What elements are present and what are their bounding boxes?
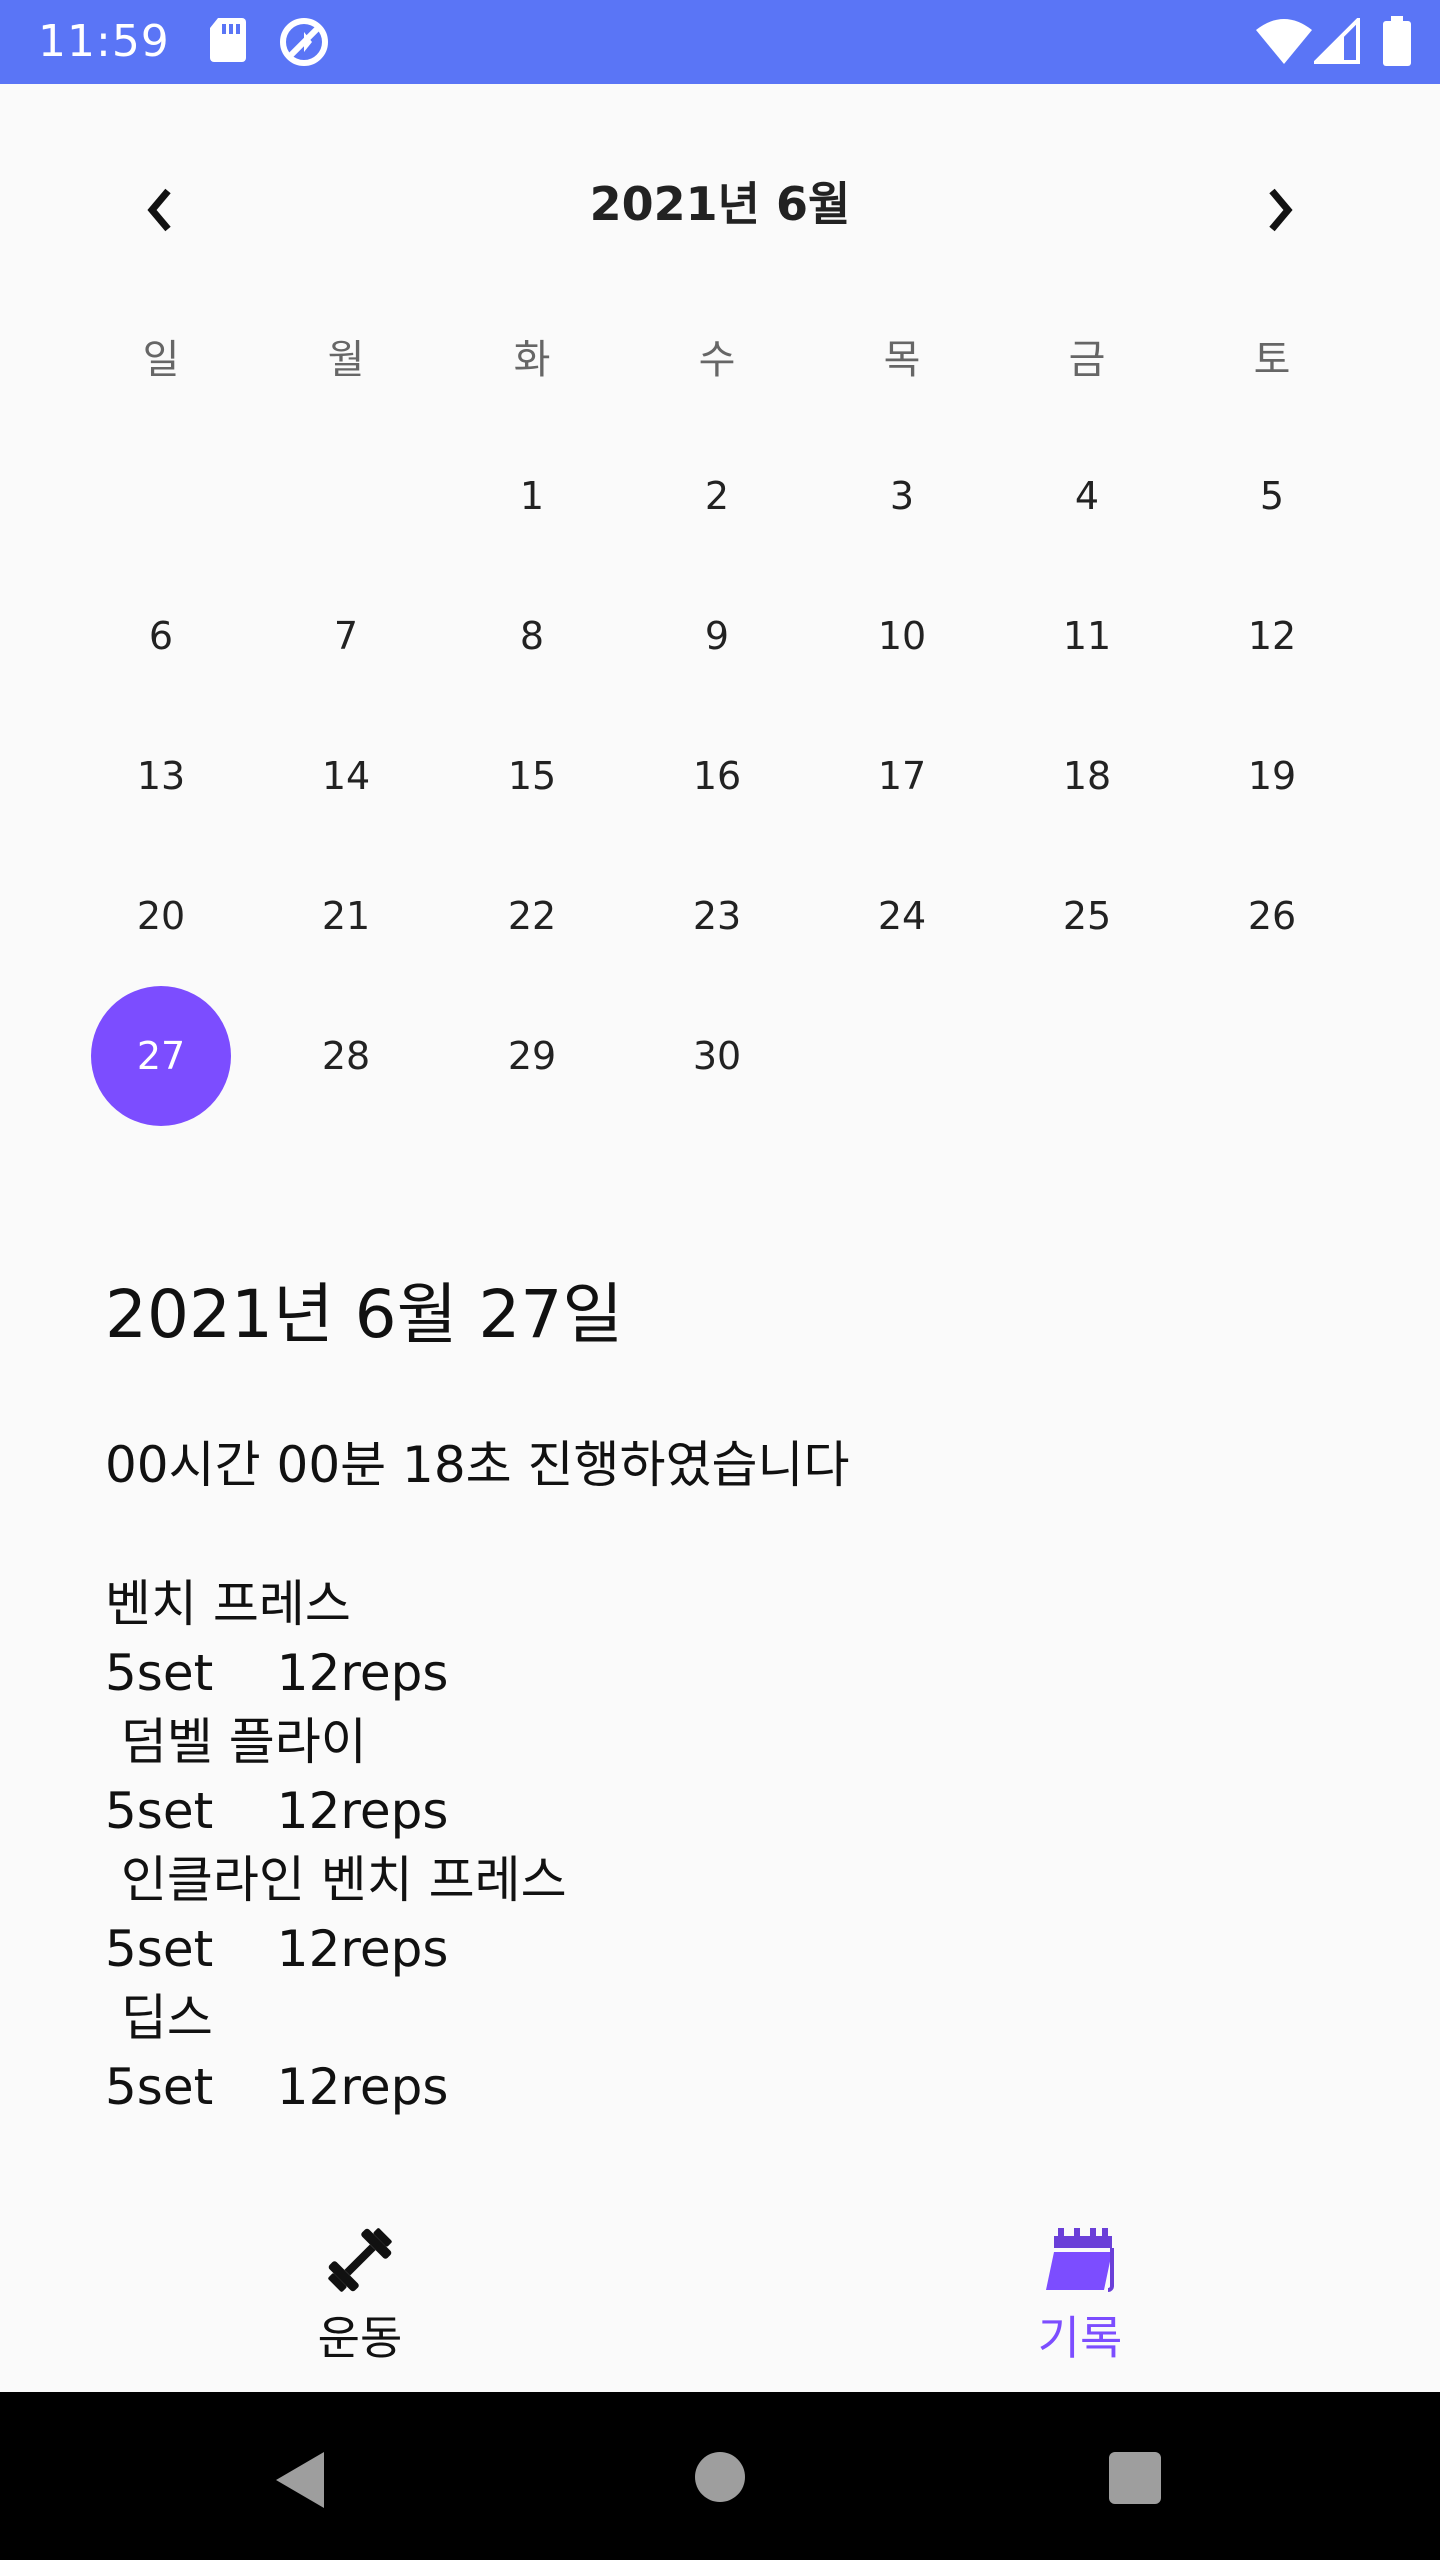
sd-card-icon: [208, 16, 248, 68]
calendar-day[interactable]: 11: [1062, 614, 1112, 658]
weekday-label: 금: [1068, 337, 1106, 383]
calendar-day[interactable]: 26: [1247, 894, 1297, 938]
calendar-day[interactable]: 10: [877, 614, 927, 658]
calendar-day[interactable]: 2: [704, 474, 730, 518]
calendar-day[interactable]: 14: [321, 754, 371, 798]
record-date: 2021년 6월 27일: [105, 1276, 624, 1353]
calendar-day[interactable]: 20: [136, 894, 186, 938]
exercise-sets: 5set 12reps: [105, 2058, 449, 2116]
calendar-day[interactable]: 19: [1247, 754, 1297, 798]
prev-month-button[interactable]: [120, 170, 200, 250]
exercise-name: 덤벨 플라이: [105, 1713, 367, 1771]
calendar-day[interactable]: 4: [1074, 474, 1100, 518]
calendar-day: [1017, 986, 1157, 1126]
calendar-icon: [1040, 2220, 1120, 2300]
calendar-day[interactable]: 30: [692, 1034, 742, 1078]
calendar-day[interactable]: 8: [519, 614, 545, 658]
calendar-day[interactable]: 16: [692, 754, 742, 798]
calendar-day[interactable]: 12: [1247, 614, 1297, 658]
signal-icon: [1311, 15, 1360, 68]
calendar-day[interactable]: 15: [507, 754, 557, 798]
calendar-day[interactable]: 21: [321, 894, 371, 938]
calendar-day: [832, 986, 972, 1126]
weekday-label: 목: [883, 337, 921, 383]
exercise-name: 딥스: [105, 1989, 213, 2047]
month-title: 2021년 6월: [589, 177, 851, 231]
weekday-label: 화: [513, 337, 551, 383]
nav-label-record: 기록: [1037, 2311, 1123, 2365]
weekday-label: 수: [698, 337, 736, 383]
next-month-button[interactable]: [1240, 170, 1320, 250]
status-bar: 11:59: [0, 0, 1440, 84]
battery-icon: [1382, 16, 1412, 70]
exercise-name: 벤치 프레스: [105, 1575, 351, 1633]
exercise-sets: 5set 12reps: [105, 1920, 449, 1978]
calendar-day[interactable]: 1: [519, 474, 545, 518]
chevron-left-icon: [147, 188, 171, 232]
calendar-day[interactable]: 5: [1259, 474, 1285, 518]
calendar-day: [91, 426, 231, 566]
calendar-day: [1202, 986, 1342, 1126]
calendar-day[interactable]: 6: [148, 614, 174, 658]
weekday-label: 일: [142, 337, 180, 383]
nav-item-exercise[interactable]: 운동: [0, 2190, 720, 2390]
calendar-day[interactable]: 22: [507, 894, 557, 938]
weekday-label: 월: [327, 337, 365, 383]
weekday-label: 토: [1253, 337, 1291, 383]
calendar-day[interactable]: 7: [333, 614, 359, 658]
calendar-day[interactable]: 13: [136, 754, 186, 798]
bottom-navigation: 운동 기록: [0, 2190, 1440, 2390]
chevron-right-icon: [1269, 188, 1293, 232]
calendar-day[interactable]: 25: [1062, 894, 1112, 938]
exercise-sets: 5set 12reps: [105, 1644, 449, 1702]
exercise-sets: 5set 12reps: [105, 1782, 449, 1840]
sync-icon: [276, 14, 332, 74]
exercise-list: 벤치 프레스 5set 12reps 덤벨 플라이 5set 12reps 인클…: [105, 1570, 567, 2122]
calendar-header: 2021년 6월: [0, 150, 1440, 260]
calendar-day[interactable]: 18: [1062, 754, 1112, 798]
calendar-day[interactable]: 3: [889, 474, 915, 518]
calendar-day-selected[interactable]: 27: [91, 986, 231, 1126]
weekday-row: 일 월 화 수 목 금 토: [0, 330, 1440, 400]
calendar-day[interactable]: 9: [704, 614, 730, 658]
nav-item-record[interactable]: 기록: [720, 2190, 1440, 2390]
wifi-icon: [1256, 18, 1312, 68]
dumbbell-icon: [320, 2220, 400, 2300]
calendar-day[interactable]: 17: [877, 754, 927, 798]
calendar-day[interactable]: 23: [692, 894, 742, 938]
calendar-day: [276, 426, 416, 566]
calendar-day[interactable]: 28: [321, 1034, 371, 1078]
status-time: 11:59: [38, 16, 170, 67]
nav-label-exercise: 운동: [317, 2311, 403, 2365]
system-navigation-bar: [0, 2392, 1440, 2560]
back-icon[interactable]: [272, 2450, 328, 2514]
home-icon[interactable]: [694, 2451, 746, 2507]
calendar-day[interactable]: 29: [507, 1034, 557, 1078]
exercise-name: 인클라인 벤치 프레스: [105, 1851, 567, 1909]
recents-icon[interactable]: [1108, 2451, 1162, 2509]
calendar-day[interactable]: 24: [877, 894, 927, 938]
record-duration: 00시간 00분 18초 진행하였습니다: [105, 1436, 850, 1494]
